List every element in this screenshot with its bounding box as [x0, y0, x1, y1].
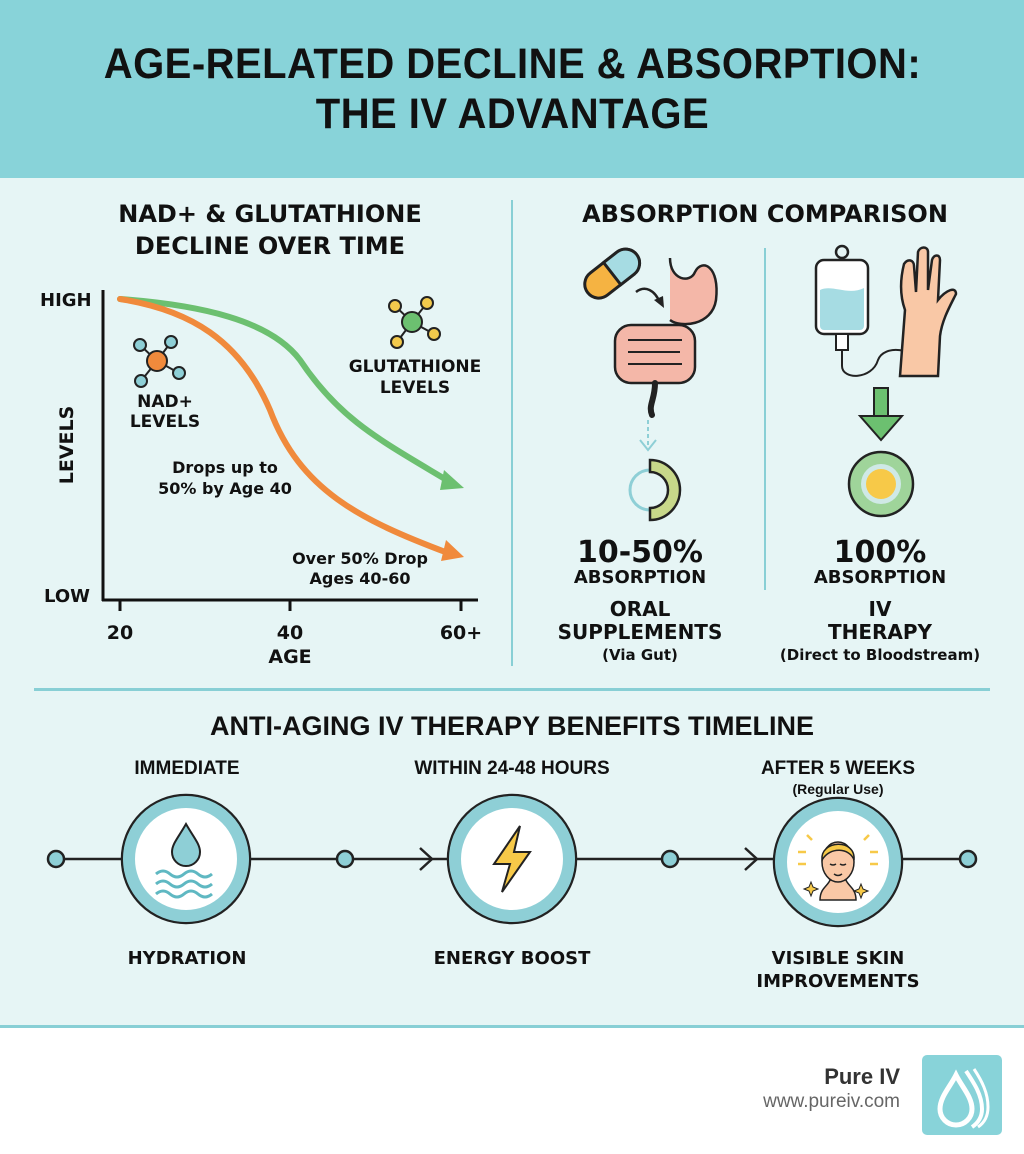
timeline-track	[46, 793, 978, 928]
footer: Pure IV www.pureiv.com	[0, 1025, 1024, 1154]
page-title-line1: AGE-RELATED DECLINE & ABSORPTION:	[103, 40, 921, 88]
timeline-label-2-line1: ENERGY BOOST	[433, 948, 591, 969]
iv-percent: 100%	[833, 535, 927, 570]
oral-absorption-label: ABSORPTION	[573, 567, 707, 588]
page-title-line2: THE IV ADVANTAGE	[315, 90, 709, 138]
nad-label-line1: NAD+	[137, 392, 193, 412]
annotation-drop-40-line1: Drops up to	[172, 458, 278, 477]
arm-icon	[898, 246, 958, 378]
timeline-label-3-line2: IMPROVEMENTS	[756, 971, 920, 992]
y-axis-high: HIGH	[40, 290, 92, 311]
y-axis-low: LOW	[44, 586, 90, 607]
brand-name: Pure IV	[824, 1064, 900, 1089]
full-absorption-icon	[847, 450, 915, 518]
water-drop-icon	[120, 793, 252, 925]
nad-molecule-icon	[133, 335, 186, 388]
nad-label: NAD+ LEVELS	[110, 392, 220, 432]
decline-title: NAD+ & GLUTATHIONE DECLINE OVER TIME	[40, 198, 500, 262]
nad-label-line2: LEVELS	[129, 412, 201, 432]
section-divider-vertical	[511, 200, 513, 666]
timeline-time-1: IMMEDIATE	[134, 758, 240, 779]
iv-absorption-label: ABSORPTION	[813, 567, 947, 588]
oral-note: (Via Gut)	[602, 646, 678, 664]
brand-logo	[922, 1055, 1002, 1135]
nad-arrowhead	[441, 540, 464, 561]
annotation-drop-40-60-line1: Over 50% Drop	[292, 549, 428, 568]
x-tick-20: 20	[106, 622, 134, 644]
absorption-divider	[764, 248, 766, 590]
annotation-drop-40-60-line2: Ages 40-60	[309, 569, 411, 588]
oral-name-line2: SUPPLEMENTS	[557, 620, 723, 644]
absorption-title: ABSORPTION COMPARISON	[582, 200, 948, 228]
decline-title-line2: DECLINE OVER TIME	[134, 232, 406, 260]
lightning-bolt-icon	[446, 793, 578, 925]
annotation-drop-40-60: Over 50% Drop Ages 40-60	[275, 549, 445, 589]
x-tick-40: 40	[276, 622, 304, 644]
iv-note: (Direct to Bloodstream)	[779, 646, 981, 664]
annotation-drop-40-line2: 50% by Age 40	[158, 479, 292, 498]
x-axis-label: AGE	[268, 646, 312, 668]
pill-icon	[583, 247, 642, 300]
oral-name-line1: ORAL	[609, 597, 671, 621]
glutathione-label: GLUTATHIONE LEVELS	[330, 357, 500, 399]
timeline-label-1-line1: HYDRATION	[127, 948, 247, 969]
partial-absorption-icon	[628, 458, 682, 522]
timeline-time-3: AFTER 5 WEEKS	[760, 758, 916, 779]
glutathione-label-line1: GLUTATHIONE	[348, 357, 482, 377]
annotation-drop-40: Drops up to 50% by Age 40	[140, 457, 310, 499]
oral-name: ORAL SUPPLEMENTS	[540, 598, 740, 644]
glutathione-arrowhead	[440, 470, 464, 490]
water-drop-logo-icon	[937, 1068, 990, 1129]
x-tick-60: 60+	[439, 622, 483, 644]
decline-title-line1: NAD+ & GLUTATHIONE	[118, 200, 422, 228]
timeline-title: ANTI-AGING IV THERAPY BENEFITS TIMELINE	[209, 711, 815, 741]
timeline-label-2: ENERGY BOOST	[382, 947, 642, 970]
glutathione-molecule-icon	[388, 296, 441, 349]
timeline-label-3: VISIBLE SKIN IMPROVEMENTS	[708, 947, 968, 993]
absorption-illustrations	[583, 244, 958, 522]
iv-name: IV THERAPY	[780, 598, 980, 644]
oral-percent: 10-50%	[576, 535, 703, 570]
iv-name-line1: IV	[868, 597, 892, 621]
timeline-time-2: WITHIN 24-48 HOURS	[414, 758, 610, 779]
timeline-label-3-line1: VISIBLE SKIN	[771, 948, 905, 969]
section-divider-horizontal	[34, 688, 990, 691]
timeline-sub-3: (Regular Use)	[792, 781, 884, 797]
iv-name-line2: THERAPY	[827, 620, 933, 644]
brand-url[interactable]: www.pureiv.com	[763, 1091, 900, 1112]
down-arrow-icon	[857, 387, 905, 442]
digestive-system-icon	[613, 257, 718, 418]
glowing-face-icon	[772, 796, 904, 928]
decline-chart	[101, 290, 478, 611]
header-banner: AGE-RELATED DECLINE & ABSORPTION: THE IV…	[0, 0, 1024, 178]
timeline-label-1: HYDRATION	[57, 947, 317, 970]
glutathione-label-line2: LEVELS	[379, 378, 451, 398]
